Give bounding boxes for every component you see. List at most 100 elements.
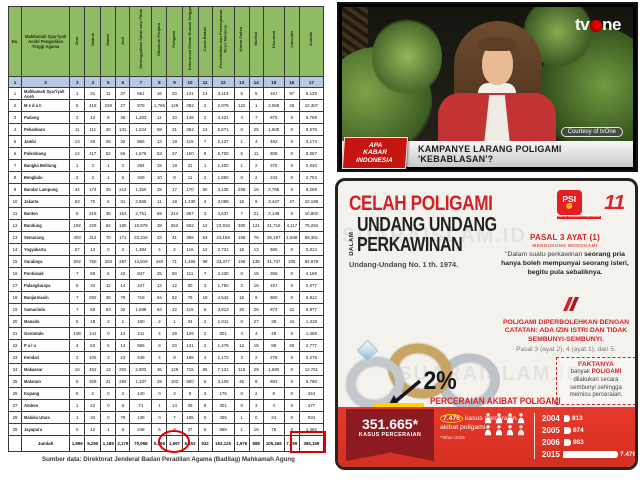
cell-value: 129 [166, 363, 183, 376]
cell-value: 60 [283, 339, 300, 352]
column-number: 3 [69, 76, 86, 88]
cell-value: 13 [151, 135, 168, 148]
row-region-name: Surabaya [21, 255, 71, 268]
cell-value: 18 [166, 159, 183, 172]
cell-value: 865 [129, 135, 153, 148]
cell-value: 163,125 [211, 435, 235, 452]
cell-value: 379 [262, 159, 285, 172]
cell-value: 131 [181, 339, 199, 352]
table-row: 19 Samarinda 7 60 63 32 1,698 63 42 115 6 3,813 20 28… [7, 303, 325, 316]
cell-value: 31,716 [262, 219, 285, 232]
faktanya-box: FAKTANYA banyak POLIGAMI dilakukan secar… [556, 357, 635, 406]
cell-value: 6 [100, 267, 117, 280]
cell-value: 405 [211, 411, 235, 424]
cell-value: 70 [100, 231, 117, 244]
cell-value: 8 [262, 387, 285, 400]
cell-value: 116 [233, 363, 250, 376]
column-header: Murtad [248, 6, 264, 77]
cell-value: 45 [115, 111, 131, 124]
cell-value: 4,542 [211, 291, 235, 304]
cell-value: 13 [84, 243, 102, 256]
cell-value: 115 [181, 135, 199, 148]
cell-value: 5 [233, 87, 250, 100]
cell-value: 1,384 [129, 243, 153, 256]
table-row: 11 Banten 5 218 39 151 2,751 69 214 657 3 4,637 7 21 2… [7, 207, 325, 220]
cell-value: 71 [166, 255, 183, 268]
cell-value: 1,400 [211, 159, 235, 172]
divider-line [534, 413, 535, 459]
cell-value: 84 [151, 291, 168, 304]
cell-value: 3,109 [211, 375, 235, 388]
cell-value: 2 [248, 159, 264, 172]
cell-value: 18 [166, 135, 183, 148]
cell-value: 6,877 [298, 303, 325, 316]
table-row: 1 Mahkamah Syar'iyah Aceh 1 31 11 37 661 16 20 13… [7, 87, 325, 100]
row-number: 26 [7, 387, 23, 400]
table-row: 23 Kendari 2 105 3 23 449 4 9 185 4 1,173 3 2 278 0 2,27… [7, 351, 325, 364]
cell-value: 335 [283, 255, 300, 268]
cell-value: 18 [248, 183, 264, 196]
cell-value: 105,266 [262, 435, 285, 452]
tvone-logo: tv ne [575, 15, 621, 34]
cell-value: 41 [166, 231, 183, 244]
cell-value: 1,189 [100, 435, 117, 452]
cell-value: 365,169 [298, 435, 325, 452]
cell-value: 26 [100, 135, 117, 148]
chart-value-label: 874 [573, 426, 584, 434]
cell-value: 121 [248, 219, 264, 232]
cell-value: 715 [181, 363, 199, 376]
cell-value: 0 [233, 399, 250, 412]
row-region-name: Banjarmasin [21, 291, 71, 304]
row-region-name: Ambon [21, 399, 71, 412]
cell-value: 158 [233, 231, 250, 244]
cell-value: 18 [197, 291, 213, 304]
cell-value: 174 [84, 183, 102, 196]
table-row: 17 Palangkaraya 5 34 12 14 107 12 12 60 3 1,750 2 18 1… [7, 279, 325, 292]
cell-value: 1,750 [211, 279, 235, 292]
cell-value: 47 [283, 195, 300, 208]
row-region-name: Kupang [21, 387, 71, 400]
cell-value: 192 [69, 219, 86, 232]
cell-value: 157 [262, 279, 285, 292]
cell-value: 2 [115, 387, 131, 400]
faktanya-body: banyak POLIGAMI dilakukan secara sembuny… [569, 369, 623, 399]
cell-value: 0 [283, 411, 300, 424]
cell-value: 1 [69, 87, 86, 100]
cell-value: 449 [129, 351, 153, 364]
cell-value: 31 [181, 159, 199, 172]
cell-value: 0 [283, 159, 300, 172]
cell-value: 0 [248, 411, 264, 424]
cell-value: 131 [181, 87, 199, 100]
row-region-name: Jakarta [21, 195, 71, 208]
cell-value: 170 [181, 183, 199, 196]
cell-value: 11 [151, 111, 168, 124]
cell-value: 312 [84, 231, 102, 244]
chart-year-label: 2015 [542, 449, 560, 459]
cell-value: 7 [197, 135, 213, 148]
poligami-cases-number: 7.476 [440, 414, 464, 423]
cell-value: 362 [181, 123, 199, 136]
cell-value: 6,798 [298, 111, 325, 124]
cell-value: 29 [100, 183, 117, 196]
cell-value: 3 [197, 207, 213, 220]
cell-value: 149 [166, 99, 183, 112]
cell-value: 344 [298, 387, 325, 400]
cell-value: 229 [84, 219, 102, 232]
row-region-name: Kendari [21, 351, 71, 364]
row-region-name: Yogyakarta [21, 243, 71, 256]
cell-value: 1 [100, 171, 117, 184]
cell-value: 452 [84, 363, 102, 376]
cell-value: 657 [181, 207, 199, 220]
cell-value: 18 [248, 279, 264, 292]
cell-value: 31 [84, 87, 102, 100]
row-number: 5 [7, 135, 23, 148]
row-number: 13 [7, 231, 23, 244]
cell-value: 8 [197, 147, 213, 160]
cell-value: 31 [115, 195, 131, 208]
cell-value: 8 [197, 399, 213, 412]
table-row: 22 P a l u 4 63 5 14 966 8 20 131 2 1,479 12 18 88 60 2,… [7, 339, 325, 352]
person-icons-group [484, 413, 528, 436]
cell-value: 248 [129, 423, 153, 436]
cell-value: 9 [248, 195, 264, 208]
psi-logo-block: PSI ✊ PARTAI SOLIDARITAS INDONESIA 11 [556, 190, 625, 219]
